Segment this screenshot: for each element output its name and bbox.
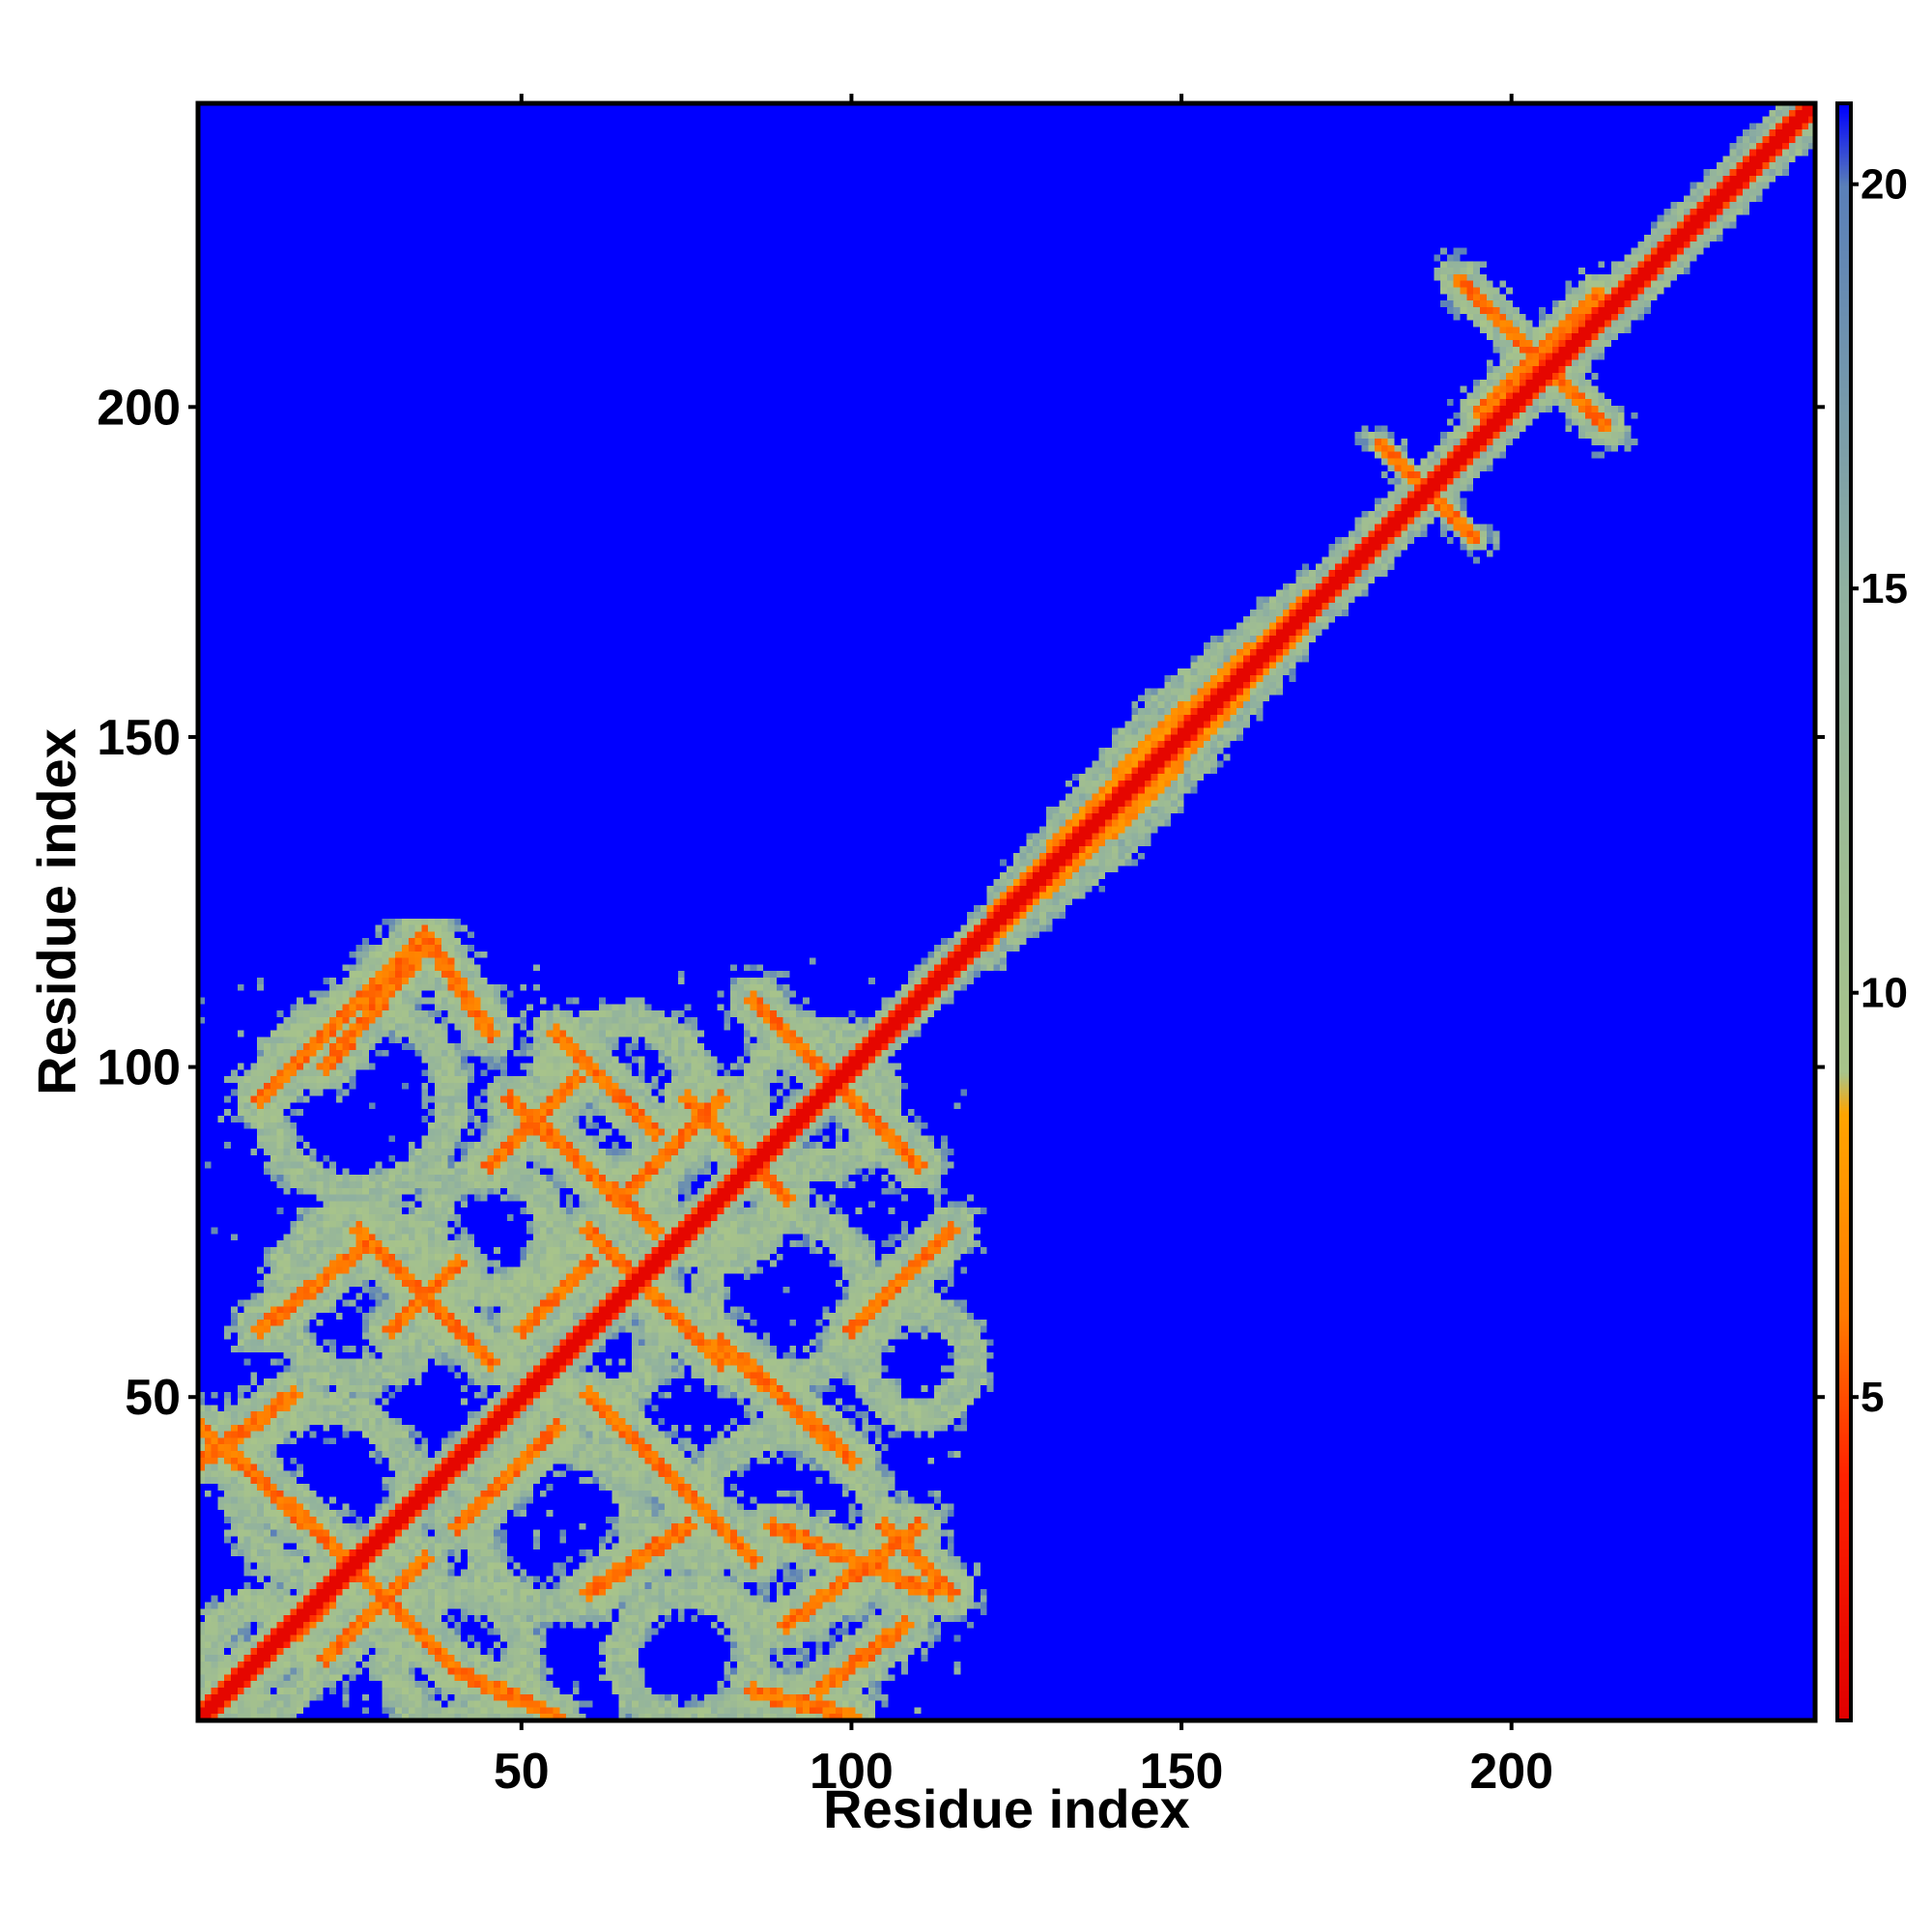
- x-axis-title: Residue index: [823, 1778, 1190, 1839]
- x-tick-label: 100: [810, 1744, 894, 1800]
- colorbar-canvas: [1837, 103, 1851, 1720]
- heatmap-area: [198, 103, 1815, 1720]
- x-tick-label: 50: [494, 1744, 550, 1800]
- y-tick-label: 150: [97, 710, 181, 766]
- y-axis-ticks: 50 100 150 200: [97, 380, 1825, 1426]
- x-tick-label: 200: [1469, 1744, 1553, 1800]
- plot-frame: [195, 100, 1818, 1723]
- y-tick-label: 100: [97, 1040, 181, 1096]
- colorbar-ticks: 5 10 15 20: [1851, 161, 1908, 1421]
- y-axis-title: Residue index: [26, 728, 87, 1095]
- colorbar-tick-label: 15: [1861, 565, 1908, 612]
- y-tick-label: 200: [97, 380, 181, 436]
- colorbar-tick-label: 10: [1861, 970, 1908, 1017]
- x-axis-ticks: 50 100 150 200: [494, 94, 1553, 1800]
- heatmap-canvas: [198, 103, 1815, 1720]
- colorbar-area: [1837, 103, 1851, 1720]
- colorbar-tick-label: 20: [1861, 161, 1908, 209]
- colorbar-frame: [1835, 101, 1853, 1722]
- x-tick-label: 150: [1140, 1744, 1224, 1800]
- y-tick-label: 50: [125, 1370, 181, 1426]
- colorbar-tick-label: 5: [1861, 1374, 1884, 1421]
